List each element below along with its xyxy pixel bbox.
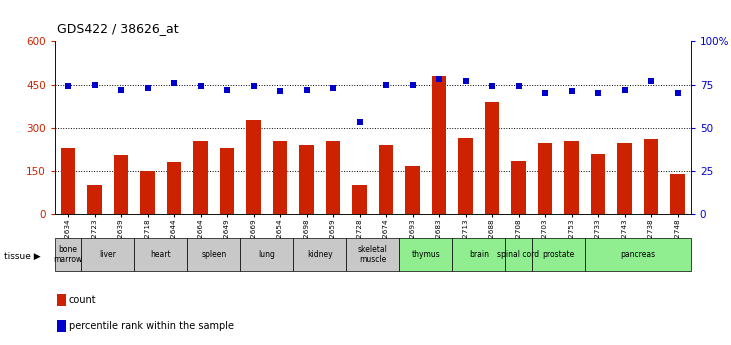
Text: brain: brain — [469, 250, 489, 259]
Point — [592, 90, 604, 96]
Text: percentile rank within the sample: percentile rank within the sample — [69, 321, 234, 331]
Bar — [670, 174, 685, 214]
Point — [221, 87, 233, 92]
Bar — [55, 238, 81, 271]
Bar — [299, 145, 314, 214]
Text: heart: heart — [151, 250, 171, 259]
Text: thymus: thymus — [412, 250, 440, 259]
Point — [433, 77, 445, 82]
Bar — [135, 238, 187, 271]
Point — [672, 90, 683, 96]
Point — [406, 82, 418, 87]
Point — [618, 87, 630, 92]
Bar — [591, 154, 605, 214]
Text: skeletal
muscle: skeletal muscle — [358, 245, 387, 264]
Point — [539, 90, 551, 96]
Point — [115, 87, 127, 92]
Point — [460, 78, 471, 84]
Bar — [452, 238, 505, 271]
Point — [248, 83, 260, 89]
Point — [486, 83, 498, 89]
Bar — [505, 238, 531, 271]
Bar — [405, 166, 420, 214]
Bar — [531, 238, 585, 271]
Point — [380, 82, 392, 87]
Text: tissue ▶: tissue ▶ — [4, 252, 40, 260]
Bar — [538, 144, 553, 214]
Point — [645, 78, 657, 84]
Bar — [346, 238, 399, 271]
Text: count: count — [69, 295, 96, 305]
Bar — [511, 161, 526, 214]
Point — [168, 80, 180, 86]
Text: kidney: kidney — [307, 250, 333, 259]
Text: GDS422 / 38626_at: GDS422 / 38626_at — [57, 22, 178, 36]
Bar — [167, 162, 181, 214]
Text: bone
marrow: bone marrow — [53, 245, 83, 264]
Bar — [114, 155, 129, 214]
Bar — [220, 148, 235, 214]
Text: prostate: prostate — [542, 250, 575, 259]
Point — [88, 82, 100, 87]
Bar — [87, 185, 102, 214]
Bar — [187, 238, 240, 271]
Point — [274, 89, 286, 94]
Bar — [61, 148, 75, 214]
Point — [300, 87, 312, 92]
Bar — [193, 141, 208, 214]
Bar — [352, 185, 367, 214]
Text: spinal cord: spinal cord — [498, 250, 539, 259]
Bar — [485, 102, 499, 214]
Text: lung: lung — [258, 250, 276, 259]
Point — [62, 83, 74, 89]
Bar — [432, 76, 447, 214]
Point — [142, 85, 154, 91]
Bar — [585, 238, 691, 271]
Bar — [644, 139, 659, 214]
Text: spleen: spleen — [201, 250, 227, 259]
Bar — [240, 238, 293, 271]
Bar — [458, 138, 473, 214]
Bar — [326, 141, 341, 214]
Bar — [293, 238, 346, 271]
Bar — [399, 238, 452, 271]
Bar — [81, 238, 135, 271]
Bar — [564, 141, 579, 214]
Point — [566, 89, 577, 94]
Bar — [246, 120, 261, 214]
Point — [194, 83, 206, 89]
Bar — [617, 144, 632, 214]
Text: liver: liver — [99, 250, 116, 259]
Point — [327, 85, 339, 91]
Point — [512, 83, 524, 89]
Bar — [379, 145, 393, 214]
Text: pancreas: pancreas — [620, 250, 656, 259]
Bar — [273, 141, 287, 214]
Bar — [140, 171, 155, 214]
Point — [354, 120, 366, 125]
